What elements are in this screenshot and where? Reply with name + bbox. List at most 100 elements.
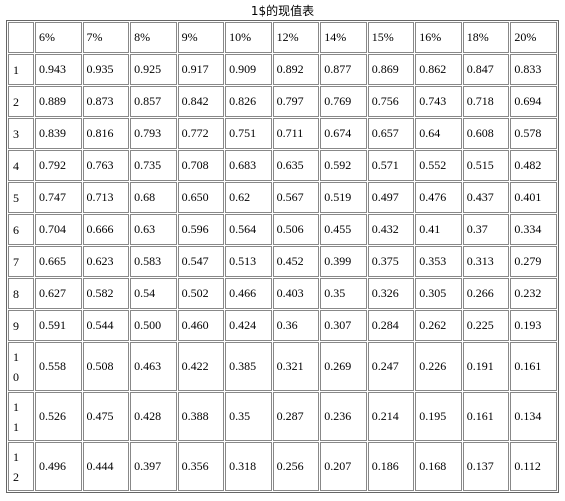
column-header: 12% (272, 22, 320, 53)
value-cell: 0.558 (35, 342, 82, 391)
column-header: 16% (415, 22, 462, 53)
table-row: 3 0.839 0.816 0.793 0.772 0.751 0.711 0.674 0.65… (8, 118, 557, 149)
column-header: 9% (177, 22, 225, 53)
value-cell: 0.428 (130, 392, 177, 441)
value-cell: 0.36 (272, 310, 320, 341)
value-cell: 0.571 (367, 150, 415, 181)
value-cell: 0.943 (35, 54, 82, 85)
column-header: 15% (367, 22, 415, 53)
value-cell: 0.608 (462, 118, 510, 149)
value-cell: 0.873 (82, 86, 130, 117)
value-cell: 0.262 (415, 310, 462, 341)
table-row: 7 0.665 0.623 0.583 0.547 0.513 0.452 0.399 0.37… (8, 246, 557, 277)
row-label: 12 (13, 449, 19, 484)
value-cell: 0.284 (367, 310, 415, 341)
value-cell: 0.161 (462, 392, 510, 441)
value-cell: 0.862 (415, 54, 462, 85)
table-row: 5 0.747 0.713 0.68 0.650 0.62 0.567 0.519 0.497 0… (8, 182, 557, 213)
row-label-cell: 1 (8, 54, 34, 85)
row-label: 4 (13, 158, 19, 173)
column-header: 14% (320, 22, 367, 53)
value-cell: 0.269 (320, 342, 367, 391)
table-row: 12 0.496 0.444 0.397 0.356 0.318 0.256 0.207 0.1… (8, 442, 557, 491)
table-row: 10 0.558 0.508 0.463 0.422 0.385 0.321 0.269 0.2… (8, 342, 557, 391)
value-cell: 0.713 (82, 182, 130, 213)
value-cell: 0.432 (367, 214, 415, 245)
value-cell: 0.452 (272, 246, 320, 277)
value-cell: 0.665 (35, 246, 82, 277)
value-cell: 0.482 (510, 150, 557, 181)
value-cell: 0.564 (225, 214, 272, 245)
row-label-cell: 11 (8, 392, 34, 441)
value-cell: 0.847 (462, 54, 510, 85)
value-cell: 0.232 (510, 278, 557, 309)
value-cell: 0.842 (177, 86, 225, 117)
value-cell: 0.500 (130, 310, 177, 341)
value-cell: 0.552 (415, 150, 462, 181)
value-cell: 0.195 (415, 392, 462, 441)
table-row: 2 0.889 0.873 0.857 0.842 0.826 0.797 0.769 0.75… (8, 86, 557, 117)
value-cell: 0.592 (320, 150, 367, 181)
value-cell: 0.236 (320, 392, 367, 441)
value-cell: 0.506 (272, 214, 320, 245)
value-cell: 0.168 (415, 442, 462, 491)
value-cell: 0.763 (82, 150, 130, 181)
value-cell: 0.437 (462, 182, 510, 213)
column-header: 6% (35, 22, 82, 53)
value-cell: 0.161 (510, 342, 557, 391)
value-cell: 0.704 (35, 214, 82, 245)
value-cell: 0.279 (510, 246, 557, 277)
value-cell: 0.460 (177, 310, 225, 341)
value-cell: 0.62 (225, 182, 272, 213)
value-cell: 0.63 (130, 214, 177, 245)
value-cell: 0.833 (510, 54, 557, 85)
value-cell: 0.476 (415, 182, 462, 213)
value-cell: 0.666 (82, 214, 130, 245)
value-cell: 0.591 (35, 310, 82, 341)
value-cell: 0.497 (367, 182, 415, 213)
row-label: 3 (13, 126, 19, 141)
value-cell: 0.917 (177, 54, 225, 85)
row-label: 5 (13, 190, 19, 205)
value-cell: 0.756 (367, 86, 415, 117)
value-cell: 0.134 (510, 392, 557, 441)
value-cell: 0.583 (130, 246, 177, 277)
value-cell: 0.256 (272, 442, 320, 491)
value-cell: 0.892 (272, 54, 320, 85)
value-cell: 0.718 (462, 86, 510, 117)
value-cell: 0.326 (367, 278, 415, 309)
value-cell: 0.526 (35, 392, 82, 441)
value-cell: 0.869 (367, 54, 415, 85)
value-cell: 0.463 (130, 342, 177, 391)
value-cell: 0.683 (225, 150, 272, 181)
row-label-cell: 2 (8, 86, 34, 117)
value-cell: 0.751 (225, 118, 272, 149)
value-cell: 0.266 (462, 278, 510, 309)
value-cell: 0.877 (320, 54, 367, 85)
value-cell: 0.321 (272, 342, 320, 391)
value-cell: 0.519 (320, 182, 367, 213)
table-row: 9 0.591 0.544 0.500 0.460 0.424 0.36 0.307 0.284… (8, 310, 557, 341)
value-cell: 0.403 (272, 278, 320, 309)
row-label-cell: 8 (8, 278, 34, 309)
value-cell: 0.772 (177, 118, 225, 149)
value-cell: 0.769 (320, 86, 367, 117)
value-cell: 0.444 (82, 442, 130, 491)
value-cell: 0.650 (177, 182, 225, 213)
row-label-cell: 4 (8, 150, 34, 181)
value-cell: 0.225 (462, 310, 510, 341)
value-cell: 0.401 (510, 182, 557, 213)
value-cell: 0.475 (82, 392, 130, 441)
value-cell: 0.747 (35, 182, 82, 213)
row-label-cell: 6 (8, 214, 34, 245)
value-cell: 0.657 (367, 118, 415, 149)
value-cell: 0.307 (320, 310, 367, 341)
value-cell: 0.694 (510, 86, 557, 117)
value-cell: 0.247 (367, 342, 415, 391)
row-label-cell: 7 (8, 246, 34, 277)
row-label-cell: 10 (8, 342, 34, 391)
value-cell: 0.68 (130, 182, 177, 213)
column-header: 18% (462, 22, 510, 53)
value-cell: 0.226 (415, 342, 462, 391)
row-label-cell: 3 (8, 118, 34, 149)
